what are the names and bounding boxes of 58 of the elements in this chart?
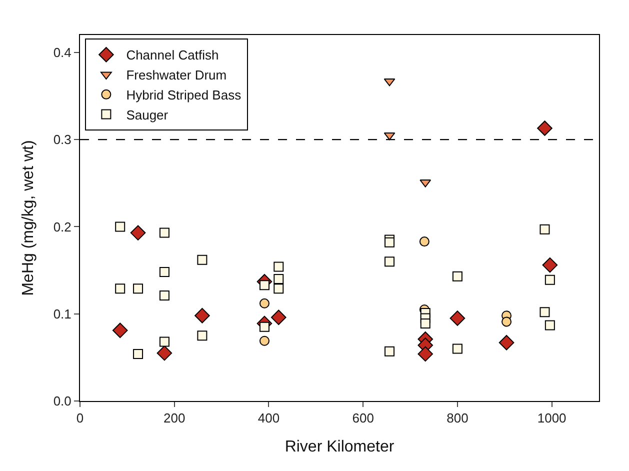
point [156, 345, 172, 361]
y-tick-label: 0.4 [53, 44, 72, 60]
point [384, 132, 396, 140]
point [450, 310, 466, 326]
point [498, 334, 514, 350]
point [384, 237, 395, 248]
point [130, 225, 146, 240]
point [197, 330, 208, 341]
x-tick-label: 1000 [537, 410, 566, 426]
point [540, 224, 550, 234]
x-tick-label: 800 [446, 410, 468, 426]
x-tick-label: 0 [76, 410, 84, 426]
x-axis-title: River Kilometer [284, 438, 395, 456]
point [274, 262, 284, 272]
point [542, 257, 558, 273]
point [197, 254, 208, 265]
y-axis-title: MeHg (mg/kg, wet wt) [20, 140, 38, 296]
point [115, 222, 126, 232]
point [159, 228, 170, 238]
point [544, 274, 555, 285]
point [540, 307, 550, 318]
x-tick-label: 600 [352, 410, 374, 426]
point [159, 290, 170, 301]
point [259, 322, 270, 332]
point [274, 284, 284, 294]
point [384, 78, 396, 86]
legend-label: Channel Catfish [126, 48, 219, 63]
y-tick-label: 0.3 [53, 132, 72, 148]
y-tick-label: 0.1 [53, 306, 72, 322]
legend-label: Sauger [126, 107, 169, 122]
point [502, 316, 512, 327]
y-tick-label: 0.0 [53, 394, 72, 409]
point [115, 284, 126, 294]
point [112, 322, 128, 338]
point [159, 267, 170, 278]
point [133, 348, 144, 359]
point [259, 298, 270, 308]
y-tick-label: 0.2 [53, 219, 72, 234]
point [419, 236, 430, 247]
point [452, 344, 462, 354]
point [384, 346, 395, 356]
x-tick-label: 200 [164, 410, 186, 426]
point [418, 346, 434, 362]
point [133, 284, 144, 294]
legend-label: Freshwater Drum [126, 68, 227, 83]
point [259, 336, 270, 346]
point [537, 120, 552, 136]
point [544, 320, 555, 330]
point [420, 318, 430, 328]
point [384, 256, 395, 267]
point [274, 274, 284, 284]
x-tick-label: 400 [258, 410, 280, 426]
point [452, 271, 462, 282]
point [270, 310, 286, 325]
point [259, 280, 270, 290]
legend-label: Hybrid Striped Bass [126, 87, 242, 102]
point [159, 336, 170, 347]
point [194, 308, 210, 324]
